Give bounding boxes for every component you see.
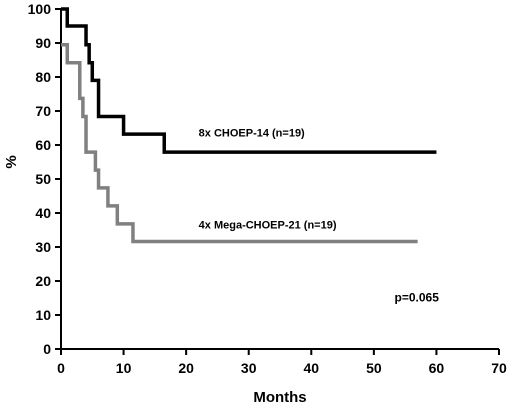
x-tick-label: 30 — [241, 360, 257, 376]
x-tick-label: 40 — [303, 360, 319, 376]
y-tick-label: 0 — [43, 341, 51, 357]
y-tick-label: 40 — [35, 205, 51, 221]
y-tick-label: 30 — [35, 239, 51, 255]
x-tick-label: 10 — [116, 360, 132, 376]
x-axis-ticks: 0 10 20 30 40 50 60 70 — [57, 349, 507, 376]
y-tick-label: 50 — [35, 171, 51, 187]
p-value-annotation: p=0.065 — [395, 290, 440, 304]
series-label-mega-choep21: 4x Mega-CHOEP-21 (n=19) — [199, 219, 337, 231]
series-lines — [61, 7, 437, 244]
x-tick-label: 70 — [491, 360, 507, 376]
x-tick-label: 0 — [57, 360, 65, 376]
x-tick-label: 60 — [429, 360, 445, 376]
y-axis-ticks: 0 10 20 30 40 50 60 70 80 90 100 — [28, 1, 61, 357]
y-tick-label: 20 — [35, 273, 51, 289]
y-tick-label: 90 — [35, 35, 51, 51]
y-axis-title: % — [3, 155, 20, 168]
series-label-choep14: 8x CHOEP-14 (n=19) — [199, 128, 305, 140]
series-line-mega-choep21 — [61, 42, 418, 244]
y-tick-label: 70 — [35, 103, 51, 119]
x-tick-label: 20 — [178, 360, 194, 376]
y-tick-label: 60 — [35, 137, 51, 153]
y-tick-label: 10 — [35, 307, 51, 323]
y-tick-label: 80 — [35, 69, 51, 85]
y-tick-label: 100 — [28, 1, 52, 17]
x-tick-label: 50 — [366, 360, 382, 376]
x-axis-title: Months — [253, 389, 306, 406]
series-line-choep14 — [61, 7, 437, 154]
